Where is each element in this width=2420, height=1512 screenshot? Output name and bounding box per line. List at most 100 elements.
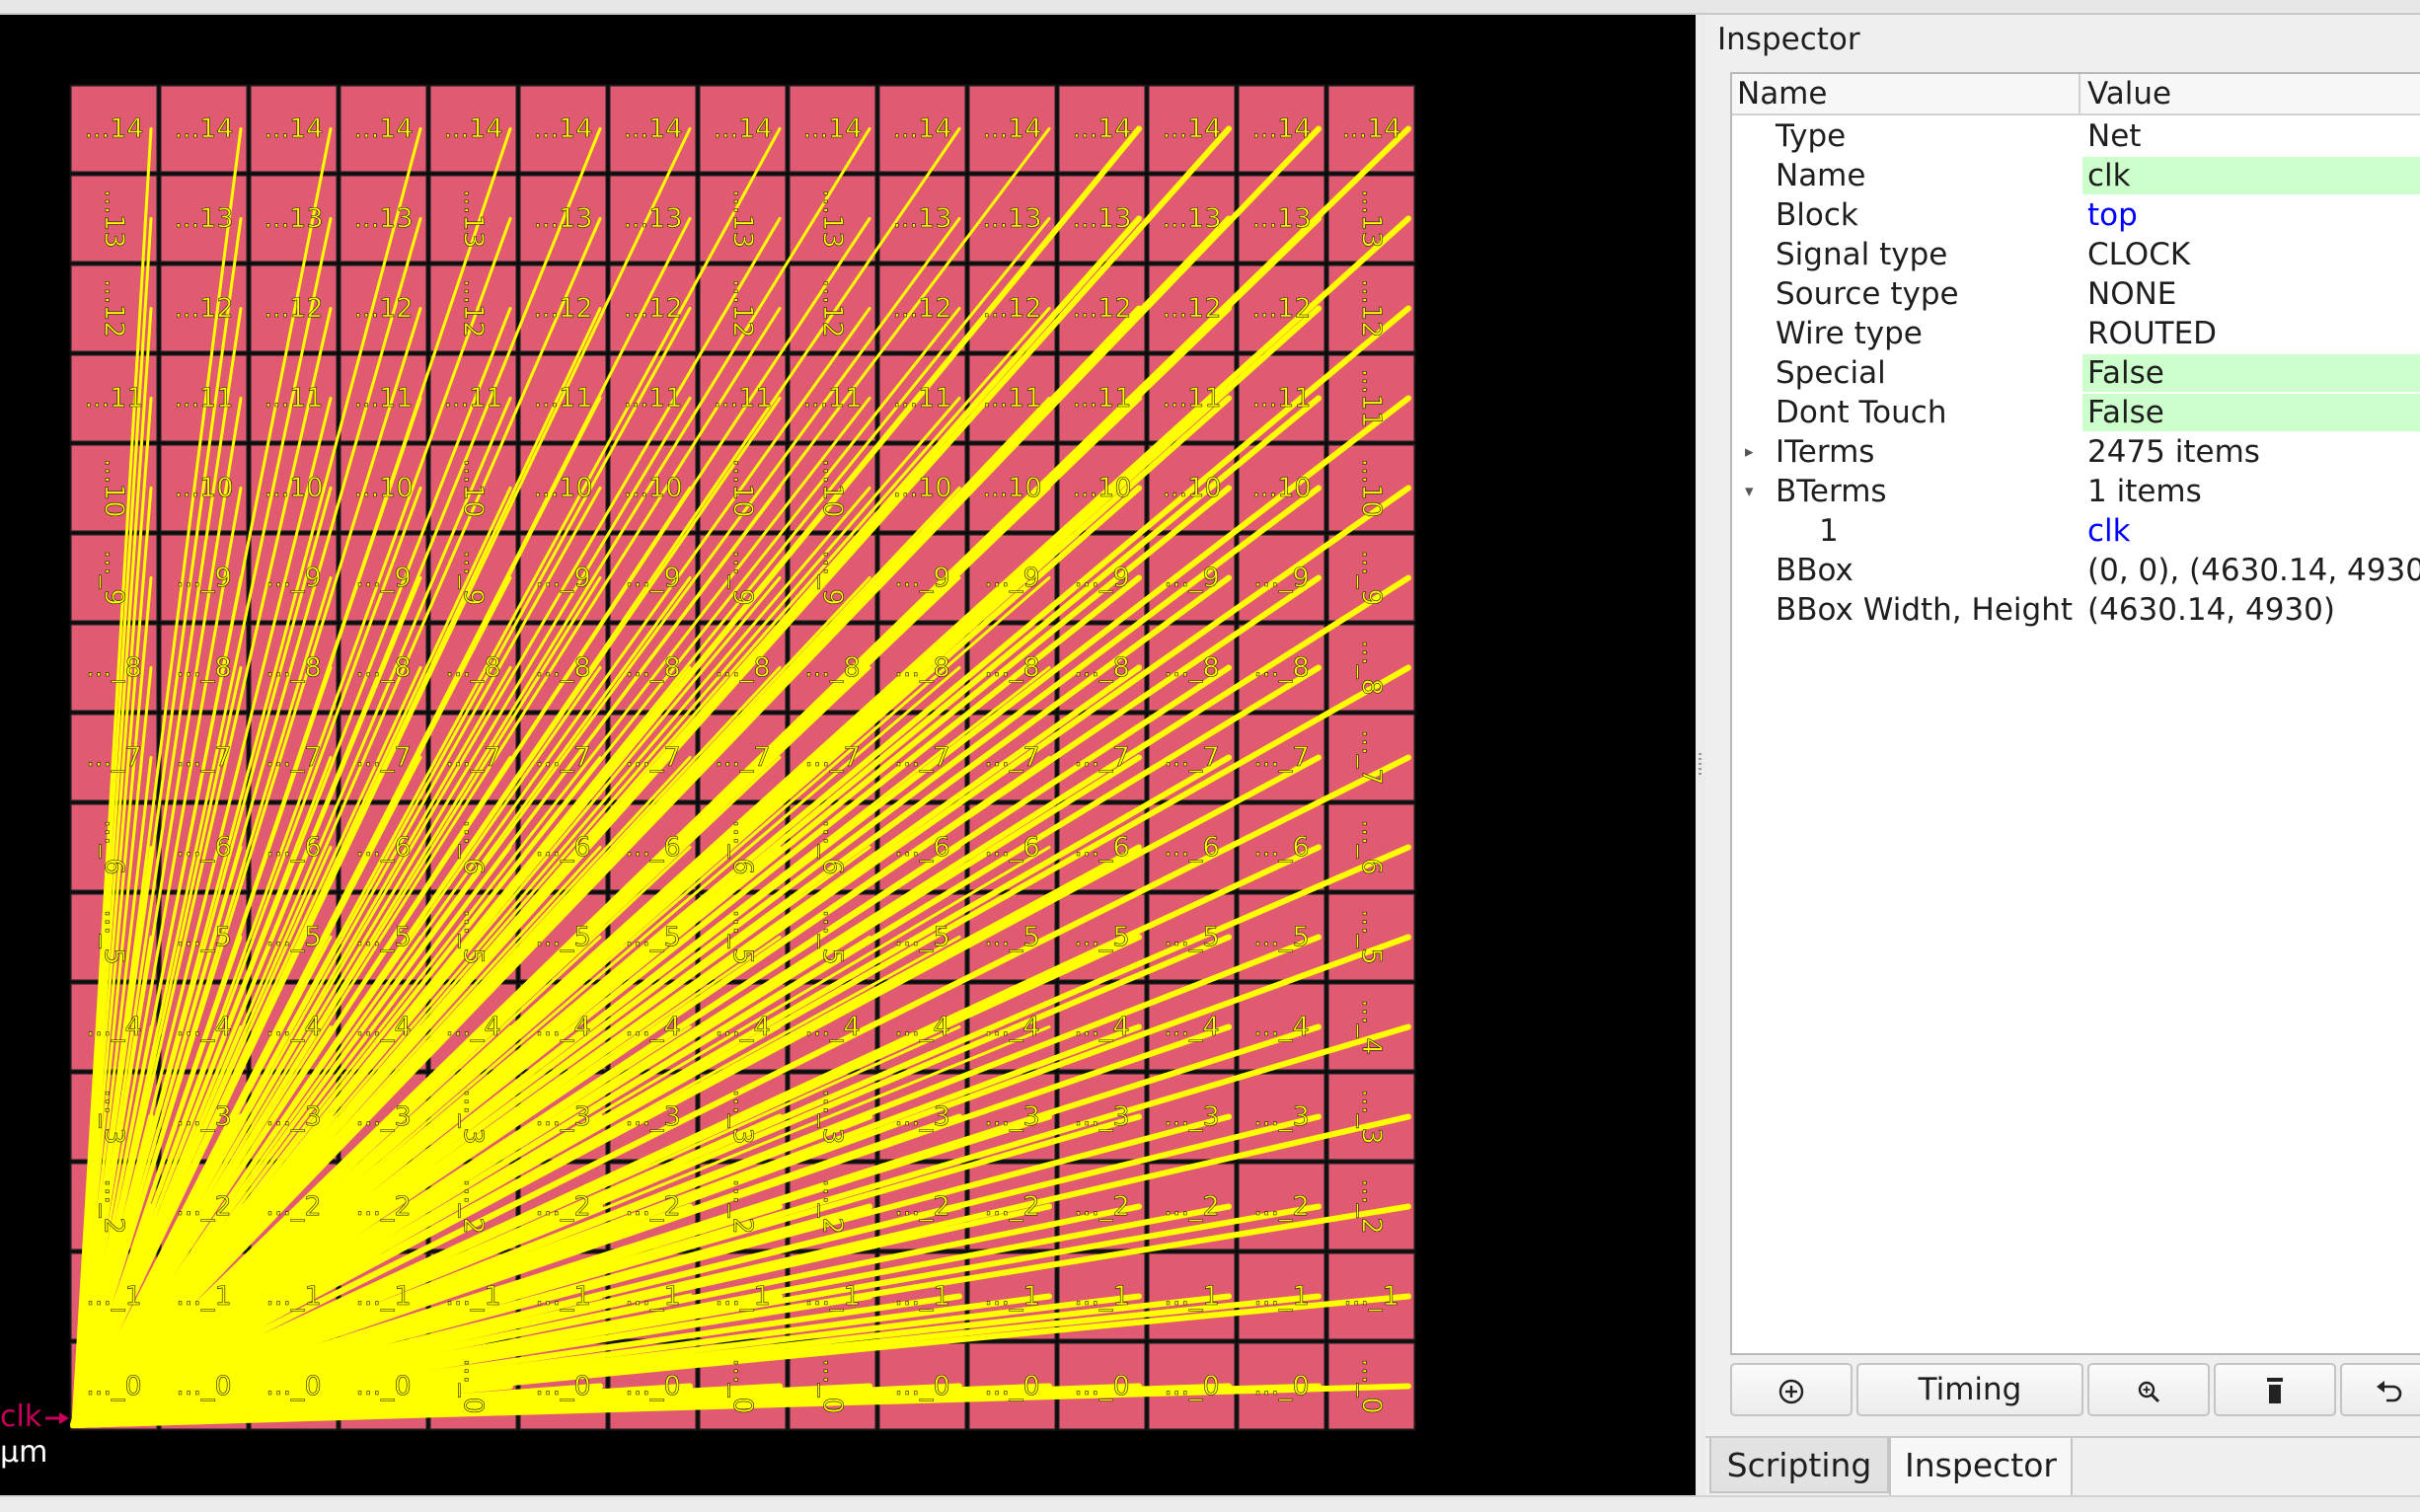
cell-label: ..._3: [817, 1089, 848, 1144]
cell-instance[interactable]: [339, 533, 428, 623]
zoom-button[interactable]: [2087, 1363, 2210, 1416]
cell-instance[interactable]: [608, 84, 698, 174]
focus-button[interactable]: [1730, 1363, 1853, 1416]
cell-instance[interactable]: [1237, 84, 1326, 174]
cell-instance[interactable]: [428, 174, 518, 264]
expand-arrow-icon[interactable]: ▸: [1745, 442, 1754, 462]
cell-instance[interactable]: [788, 353, 877, 443]
cell-instance[interactable]: [788, 264, 877, 353]
layout-canvas[interactable]: ...14 ...13 ...12 ...11 ...10 ..._9 ..._8 ..._7…: [0, 15, 1696, 1495]
cell-label: ..._8: [984, 652, 1039, 683]
cell-instance[interactable]: [1147, 1072, 1237, 1162]
property-row[interactable]: Signal type CLOCK: [1732, 236, 2420, 273]
cell-label: ...12: [353, 293, 413, 324]
property-value[interactable]: False: [2082, 394, 2420, 431]
cell-label: ..._9: [1164, 563, 1219, 593]
net-wire: [71, 487, 243, 1427]
cell-label: ...13: [99, 189, 129, 248]
property-value[interactable]: False: [2082, 354, 2420, 392]
cell-instance[interactable]: [608, 174, 698, 264]
cell-instance[interactable]: [1237, 174, 1326, 264]
focus-plus-icon: [1778, 1379, 1804, 1403]
cell-instance[interactable]: [788, 443, 877, 533]
cell-instance[interactable]: [428, 84, 518, 174]
net-wire: [71, 217, 422, 1427]
property-row[interactable]: Name clk: [1732, 157, 2420, 194]
cell-instance[interactable]: [967, 84, 1057, 174]
cell-instance[interactable]: [428, 264, 518, 353]
tab-scripting[interactable]: Scripting: [1709, 1438, 1889, 1493]
cell-label: ...12: [1356, 278, 1387, 338]
tab-inspector[interactable]: Inspector: [1889, 1438, 2073, 1497]
cell-label: ...12: [817, 278, 848, 338]
cell-instance[interactable]: [1057, 84, 1147, 174]
property-row[interactable]: Source type NONE: [1732, 275, 2420, 313]
cell-instance[interactable]: [788, 84, 877, 174]
cell-instance[interactable]: [518, 84, 608, 174]
property-row[interactable]: BBox Width, Height (4630.14, 4930): [1732, 591, 2420, 629]
timing-button[interactable]: Timing: [1856, 1363, 2083, 1416]
property-row[interactable]: ▸ ITerms 2475 items: [1732, 433, 2420, 471]
property-tree[interactable]: Name Value Type Net Name clk Block top Signal …: [1730, 72, 2420, 1355]
property-value-link[interactable]: top: [2087, 197, 2138, 233]
cell-label: ...12: [623, 293, 682, 324]
cell-label: ..._1: [804, 1281, 860, 1312]
net-wire: [70, 395, 1411, 1428]
cell-instance[interactable]: [1326, 713, 1416, 802]
cell-label: ...12: [264, 293, 323, 324]
cell-instance[interactable]: [1057, 264, 1147, 353]
property-row[interactable]: BBox (0, 0), (4630.14, 4930): [1732, 552, 2420, 589]
delete-button[interactable]: [2214, 1363, 2336, 1416]
cell-label: ..._8: [625, 652, 680, 683]
property-name: Name: [1776, 158, 1866, 193]
cell-label: ..._2: [727, 1178, 758, 1234]
cell-instance[interactable]: [159, 84, 249, 174]
cell-instance[interactable]: [877, 174, 967, 264]
cell-label: ..._0: [1164, 1371, 1219, 1401]
cell-instance[interactable]: [339, 84, 428, 174]
property-row[interactable]: Special False: [1732, 354, 2420, 392]
net-wire: [70, 934, 1411, 1428]
cell-instance[interactable]: [1326, 623, 1416, 713]
column-header-name[interactable]: Name: [1732, 74, 2080, 113]
cell-label: ..._0: [984, 1371, 1039, 1401]
cell-label: ...13: [353, 203, 413, 234]
cell-label: ...10: [353, 473, 413, 503]
property-row[interactable]: Dont Touch False: [1732, 394, 2420, 431]
cell-instance[interactable]: [1147, 84, 1237, 174]
cell-label: ..._7: [715, 742, 770, 773]
net-wire: [70, 125, 1232, 1428]
property-value[interactable]: clk: [2082, 157, 2420, 194]
undo-button[interactable]: [2340, 1363, 2420, 1416]
net-wire: [71, 217, 512, 1427]
property-row[interactable]: Type Net: [1732, 117, 2420, 155]
cell-instance[interactable]: [249, 84, 339, 174]
cell-label: ...12: [99, 278, 129, 338]
cell-label: ..._6: [984, 832, 1039, 863]
cell-instance[interactable]: [698, 84, 788, 174]
cell-instance[interactable]: [1326, 533, 1416, 623]
layout-viewer[interactable]: ...14 ...13 ...12 ...11 ...10 ..._9 ..._8 ..._7…: [0, 15, 1696, 1495]
property-row[interactable]: Block top: [1732, 196, 2420, 234]
cell-label: ..._3: [176, 1101, 231, 1132]
property-value-link[interactable]: clk: [2087, 513, 2131, 549]
cell-label: ...11: [892, 383, 951, 414]
cell-label: ..._4: [894, 1012, 949, 1042]
dock-splitter[interactable]: [1696, 15, 1705, 1495]
cell-instance[interactable]: [877, 84, 967, 174]
net-wire: [71, 217, 333, 1427]
cell-instance[interactable]: [249, 174, 339, 264]
cell-label: ..._4: [1356, 999, 1387, 1054]
cell-instance[interactable]: [1326, 84, 1416, 174]
cell-label: ...13: [1356, 189, 1387, 248]
net-wire: [70, 664, 1322, 1428]
property-row[interactable]: ▾ BTerms 1 items: [1732, 473, 2420, 510]
cell-label: ..._2: [99, 1178, 129, 1234]
cell-label: ..._7: [1164, 742, 1219, 773]
collapse-arrow-icon[interactable]: ▾: [1745, 482, 1754, 501]
column-header-value[interactable]: Value: [2087, 76, 2172, 112]
cell-instance[interactable]: [159, 264, 249, 353]
property-row[interactable]: 1 clk: [1732, 512, 2420, 550]
cell-instance[interactable]: [69, 84, 159, 174]
property-row[interactable]: Wire type ROUTED: [1732, 315, 2420, 352]
